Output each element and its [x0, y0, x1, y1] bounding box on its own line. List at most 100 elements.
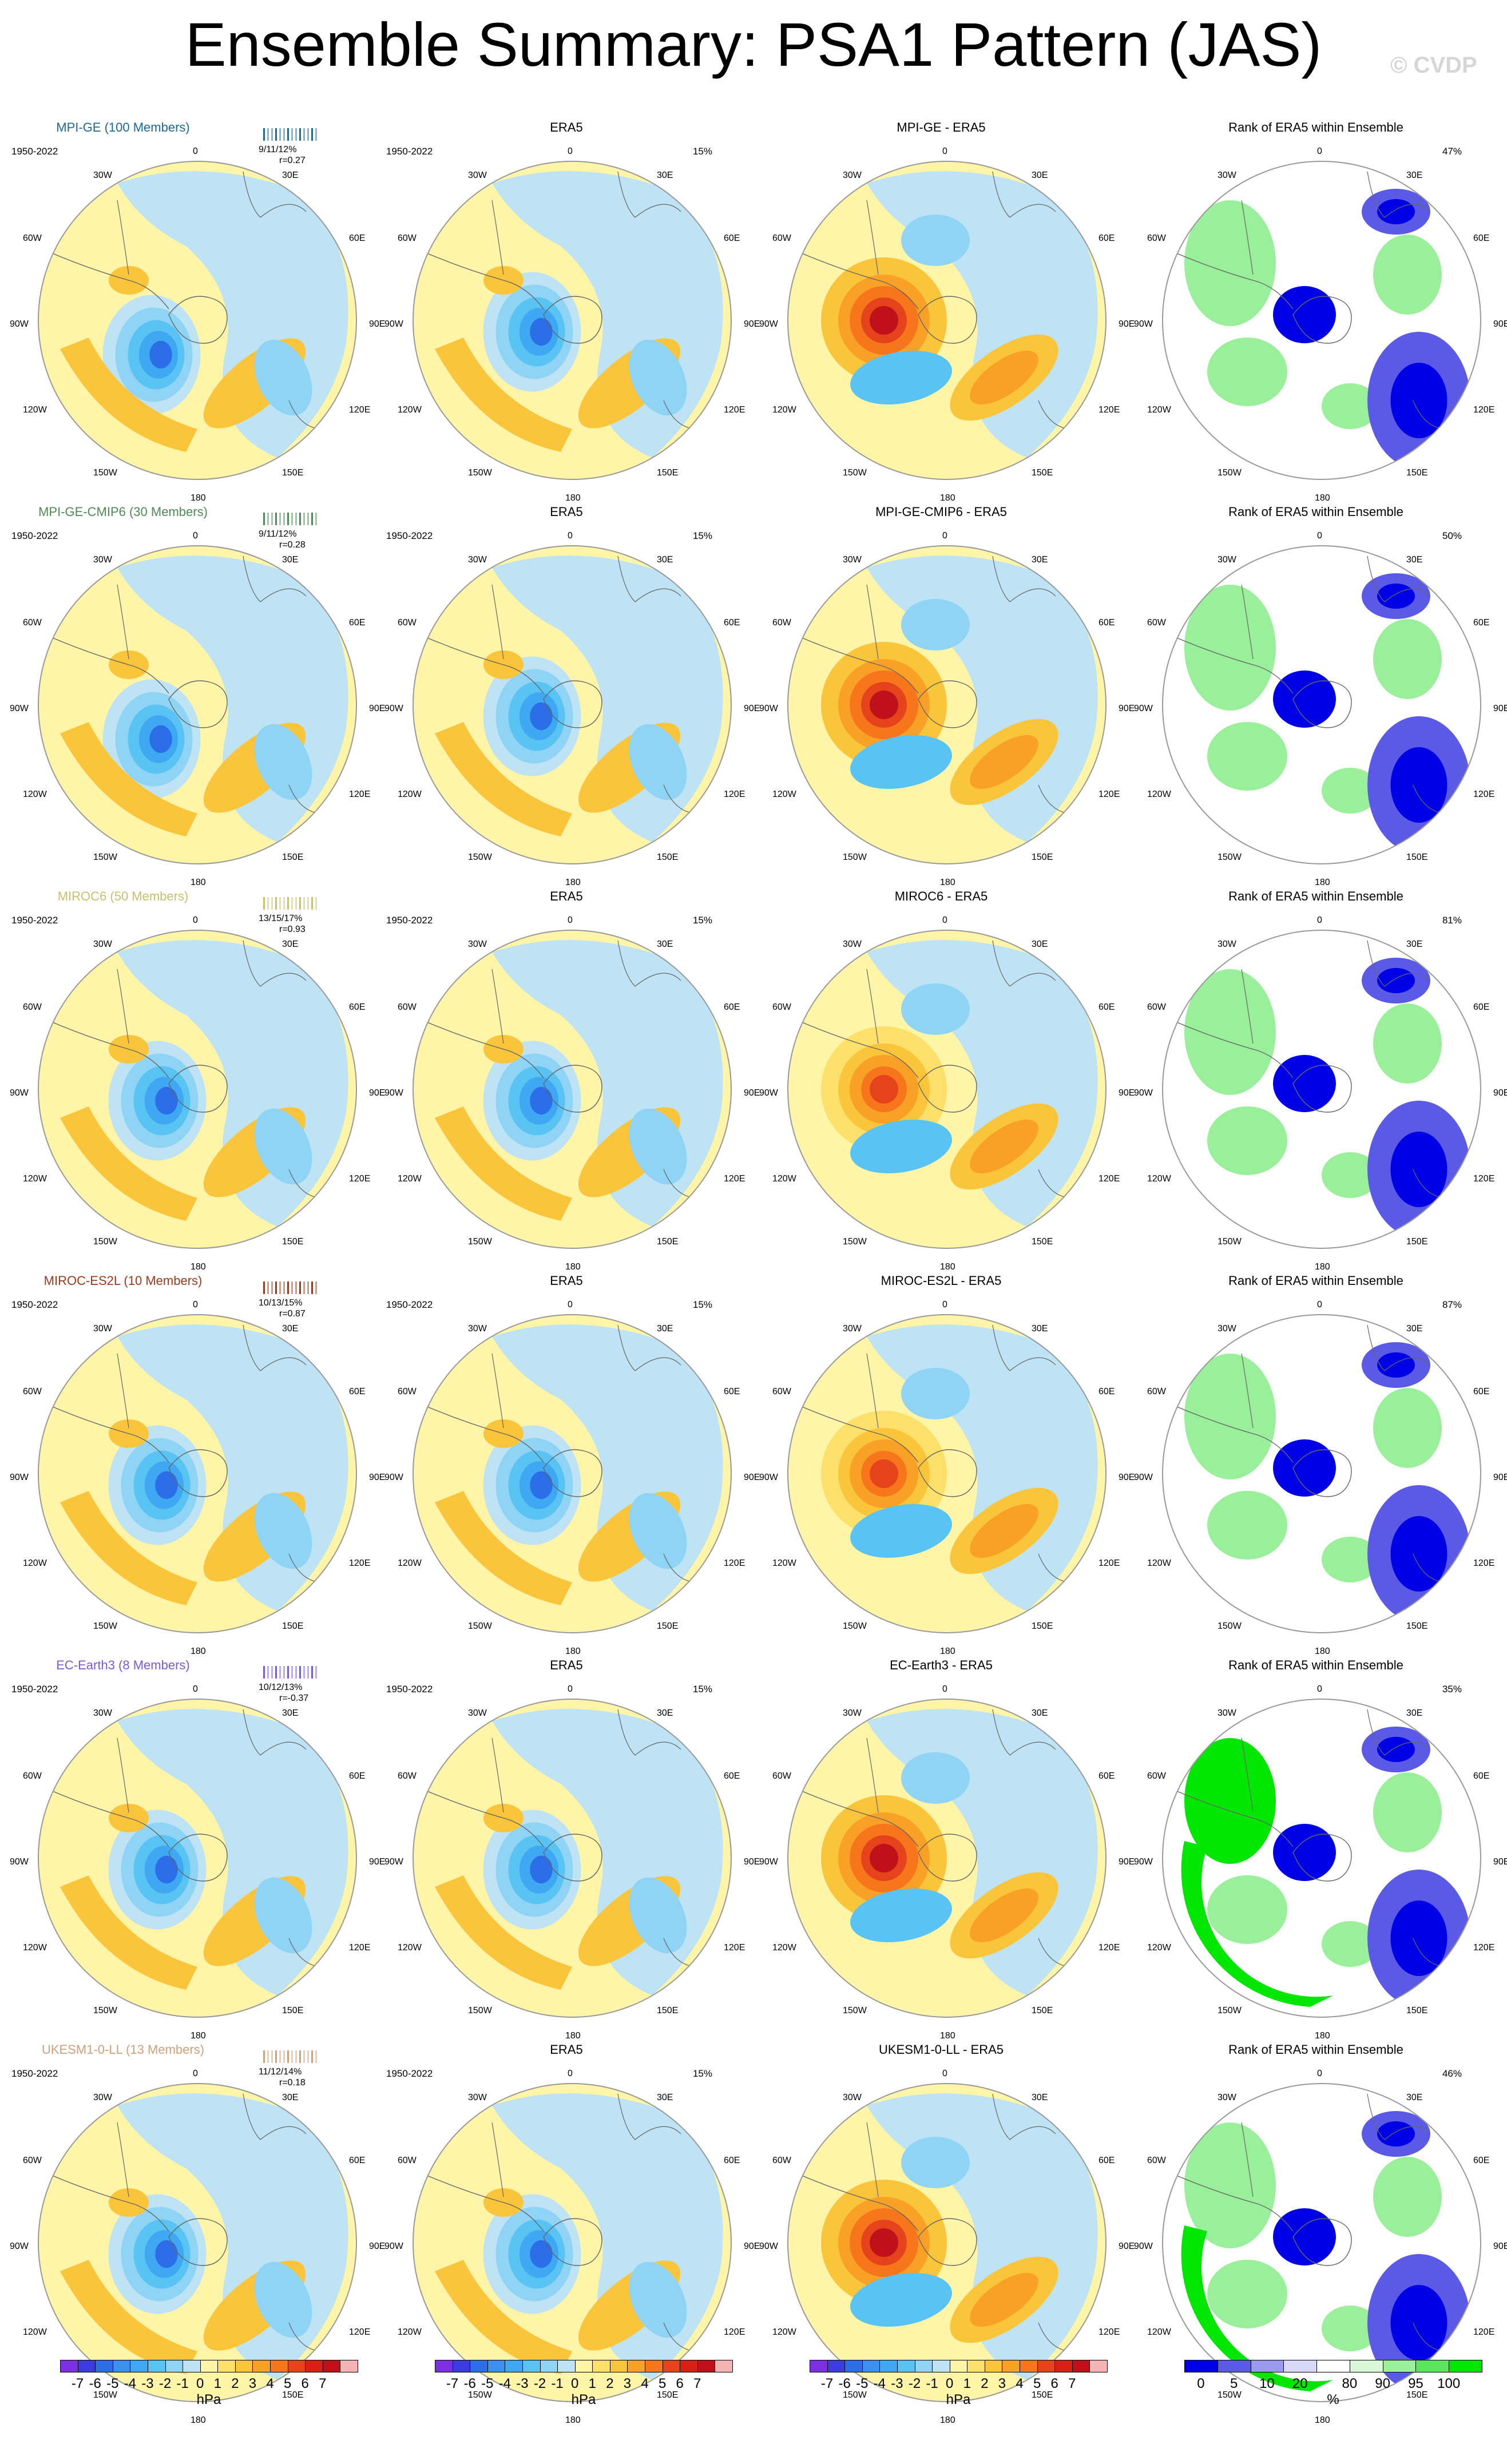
lon-label: 30W [93, 1324, 112, 1334]
lon-label: 180 [565, 2415, 581, 2425]
member-tick [279, 128, 281, 141]
member-tick [263, 1281, 265, 1294]
panel-rank-row3: Rank of ERA5 within Ensemble 81% 0 30E 60E 90… [1134, 889, 1507, 1272]
lon-label: 90W [759, 319, 778, 329]
lon-label: 30E [282, 1324, 299, 1334]
colorbar-tick: 0 [196, 2376, 204, 2391]
member-tick [311, 513, 313, 525]
colorbar-tick: 3 [248, 2376, 257, 2391]
lon-label: 60E [724, 1771, 740, 1781]
lon-label: 120W [23, 1943, 47, 1953]
colorbar-tick: -6 [89, 2376, 101, 2391]
colorbar-swatch [557, 2360, 576, 2372]
lon-label: 90W [384, 1088, 403, 1098]
lon-label: 60E [1473, 1387, 1490, 1396]
colorbar-swatch [592, 2360, 610, 2372]
polar-map [1161, 160, 1482, 481]
lon-label: 150W [93, 1621, 117, 1631]
colorbar-tick: -1 [926, 2376, 938, 2391]
variance-stats: 9/11/12% [259, 529, 297, 539]
lon-label: 30W [93, 2093, 112, 2102]
lon-label: 120W [398, 1558, 422, 1568]
lon-label: 60W [398, 618, 417, 628]
colorbar-swatch [287, 2360, 306, 2372]
lon-label: 30W [1218, 2093, 1236, 2102]
lon-label: 0 [942, 1300, 947, 1310]
lon-label: 120E [349, 1558, 371, 1568]
member-tick [299, 513, 301, 525]
colorbar-unit: hPa [571, 2392, 596, 2407]
lon-label: 60E [724, 1002, 740, 1012]
lon-label: 60W [1147, 1771, 1166, 1781]
lon-label: 60W [772, 2156, 791, 2165]
lon-label: 120W [1147, 789, 1171, 799]
lon-label: 180 [940, 878, 955, 887]
lon-label: 150E [657, 1621, 679, 1631]
colorbar-swatch [715, 2360, 733, 2372]
colorbar-swatch [844, 2360, 863, 2372]
member-tick [275, 513, 277, 525]
lon-label: 30W [1218, 170, 1236, 180]
lon-label: 180 [940, 1262, 955, 1272]
panel-title: Rank of ERA5 within Ensemble [1228, 1658, 1403, 1672]
member-tick [291, 1281, 293, 1294]
colorbar-swatch [1250, 2360, 1284, 2372]
member-tick [295, 1281, 297, 1294]
lon-label: 90E [369, 2241, 386, 2251]
member-tick [303, 1281, 305, 1294]
panel-era-row1: ERA5 1950-2022 15% 0 30E 60E 90E 120E 150E 180 150… [384, 120, 760, 503]
lon-label: 30W [1218, 1324, 1236, 1334]
lon-label: 60E [1473, 233, 1490, 243]
lon-label: 60W [772, 618, 791, 628]
lon-label: 90W [759, 2241, 778, 2251]
lon-label: 30W [93, 939, 112, 949]
variance-stats: 10/12/13% [259, 1683, 303, 1692]
colorbar-swatch [1089, 2360, 1108, 2372]
period-label: 1950-2022 [11, 915, 58, 926]
lon-label: 90E [744, 2241, 760, 2251]
lon-label: 60E [1473, 1771, 1490, 1781]
colorbar-swatch [1002, 2360, 1021, 2372]
lon-label: 150E [1032, 1237, 1053, 1247]
member-tick [291, 128, 293, 141]
lon-label: 180 [565, 2031, 581, 2041]
member-tick [287, 513, 289, 525]
lon-label: 120E [349, 405, 371, 415]
lon-label: 30E [1406, 555, 1423, 565]
colorbar-tick: 5 [1033, 2376, 1041, 2391]
member-tick [299, 1281, 301, 1294]
lon-label: 120E [724, 1558, 745, 1568]
colorbar-swatch [130, 2360, 148, 2372]
colorbar-swatch [984, 2360, 1003, 2372]
colorbar-swatch [505, 2360, 523, 2372]
lon-label: 120W [23, 405, 47, 415]
lon-label: 150E [282, 852, 304, 862]
lon-label: 120W [23, 2327, 47, 2337]
colorbar-swatch [1283, 2360, 1318, 2372]
panel-diff-row6: UKESM1-0-LL - ERA5 0 30E 60E 90E 120E 150E 180 1… [759, 2042, 1135, 2425]
member-tick [275, 2050, 277, 2063]
lon-label: 90E [1493, 704, 1507, 713]
panel-title: ERA5 [550, 2042, 583, 2057]
member-strip [259, 897, 327, 912]
lon-label: 90E [369, 1473, 386, 1482]
panel-diff-row4: MIROC-ES2L - ERA5 0 30E 60E 90E 120E 150E 180 15… [759, 1273, 1135, 1656]
lon-label: 150W [468, 468, 492, 478]
lon-label: 120E [1098, 789, 1120, 799]
lon-label: 30E [1032, 1324, 1048, 1334]
colorbar-swatch [305, 2360, 323, 2372]
lon-label: 60W [23, 233, 42, 243]
panel-rank-row6: Rank of ERA5 within Ensemble 46% 0 30E 60E 90… [1134, 2042, 1507, 2425]
colorbar-swatch [1349, 2360, 1383, 2372]
colorbar-tick: -3 [516, 2376, 529, 2391]
panel-title: UKESM1-0-LL - ERA5 [878, 2042, 1004, 2057]
colorbar-tick: -7 [820, 2376, 834, 2391]
variance-pct: 15% [692, 915, 712, 926]
lon-label: 60E [724, 233, 740, 243]
lon-label: 120E [349, 2327, 371, 2337]
panel-title: ERA5 [550, 1273, 583, 1288]
member-tick [267, 2050, 269, 2063]
lon-label: 180 [565, 493, 581, 503]
colorbar-tick: -2 [908, 2376, 921, 2391]
colorbar-swatch [522, 2360, 541, 2372]
